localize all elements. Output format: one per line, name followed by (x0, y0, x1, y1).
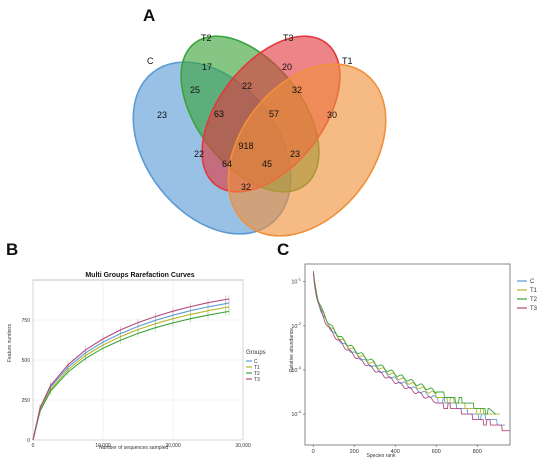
venn-region-value: 17 (202, 62, 212, 72)
rarefaction-legend-title: Groups (246, 350, 266, 356)
rarefaction-chart-title: Multi Groups Rarefaction Curves (85, 272, 194, 279)
rarefaction-x-tick-label: 0 (32, 443, 35, 449)
rank-x-tick-label: 600 (432, 449, 441, 455)
rank-curve-t2 (312, 271, 496, 415)
rank-x-tick-label: 400 (391, 449, 400, 455)
rank-y-tick-exponent: -3 (297, 365, 301, 370)
legend-label-t3: T3 (254, 377, 260, 383)
rank-curve-t3 (312, 273, 510, 432)
rarefaction-curve-c (32, 302, 230, 441)
rank-y-tick-label: 10-3 (291, 365, 301, 374)
legend-label-t1: T1 (254, 365, 260, 371)
rarefaction-y-tick-label: 0 (27, 438, 30, 444)
venn-set-label-t1: T1 (342, 56, 353, 66)
venn-set-label-t2: T2 (201, 33, 212, 43)
legend-label-t2: T2 (530, 297, 538, 303)
legend-label-t2: T2 (254, 371, 260, 377)
venn-region-value: 25 (190, 85, 200, 95)
venn-set-label-c: C (147, 56, 154, 66)
venn-region-value: 23 (290, 149, 300, 159)
venn-region-value: 22 (242, 81, 252, 91)
rarefaction-y-tick-label: 500 (22, 358, 31, 364)
legend-label-t3: T3 (530, 306, 538, 312)
rank-y-tick-label: 10-4 (291, 409, 301, 418)
rank-y-tick-label: 10-1 (291, 277, 301, 286)
rarefaction-curve-t1 (32, 306, 230, 441)
rarefaction-x-tick-label: 20,000 (165, 443, 181, 449)
rank-y-axis-label: Relative abundance (289, 328, 295, 372)
rank-y-tick-label: 10-2 (291, 321, 301, 330)
venn-diagram: C T2 T3 T1 23 17 20 30 25 22 32 63 57 22… (132, 33, 387, 237)
venn-region-value: 32 (292, 85, 302, 95)
legend-label-t1: T1 (530, 288, 538, 294)
venn-region-value: 45 (262, 159, 272, 169)
rank-abundance-legend: C T1 T2 T3 (517, 279, 538, 312)
rank-x-axis-label: Species rank (367, 453, 396, 459)
venn-region-value: 22 (194, 149, 204, 159)
venn-region-value: 57 (269, 109, 279, 119)
panel-label-c: C (277, 240, 289, 259)
rarefaction-y-axis-label: Feature numbers (7, 323, 13, 362)
rarefaction-y-tick-label: 750 (22, 318, 31, 324)
legend-label-c: C (530, 279, 535, 285)
rank-abundance-chart: 0 200 400 600 800 10-1 10-2 10-3 10-4 (291, 263, 511, 455)
rank-y-tick-exponent: -2 (297, 321, 301, 326)
venn-region-value: 30 (327, 110, 337, 120)
panel-label-b: B (6, 240, 18, 259)
rarefaction-curve-t2 (32, 310, 230, 441)
venn-region-value: 64 (222, 159, 232, 169)
venn-set-label-t3: T3 (283, 33, 294, 43)
venn-region-value: 23 (157, 110, 167, 120)
venn-region-value: 63 (214, 109, 224, 119)
rarefaction-y-tick-label: 250 (22, 398, 31, 404)
venn-region-value: 918 (238, 141, 253, 151)
rank-x-tick-label: 0 (312, 449, 315, 455)
legend-label-c: C (254, 359, 258, 365)
venn-region-value: 20 (282, 62, 292, 72)
venn-region-value: 32 (241, 182, 251, 192)
rank-x-tick-label: 200 (350, 449, 359, 455)
panel-label-a: A (143, 6, 155, 25)
rank-plot-area (304, 263, 511, 446)
rarefaction-x-tick-label: 30,000 (235, 443, 251, 449)
rarefaction-x-tick-label: 10,000 (95, 443, 111, 449)
rank-x-tick-label: 800 (473, 449, 482, 455)
rarefaction-chart: 0 10,000 20,000 30,000 0 250 500 750 (22, 279, 251, 449)
rarefaction-x-axis-label: Number of sequences sampled (99, 445, 168, 451)
rank-y-tick-exponent: -4 (297, 409, 301, 414)
rarefaction-curve-t3 (32, 298, 230, 441)
rank-y-tick-exponent: -1 (297, 277, 301, 282)
venn-set-t1-ellipse (227, 63, 387, 237)
